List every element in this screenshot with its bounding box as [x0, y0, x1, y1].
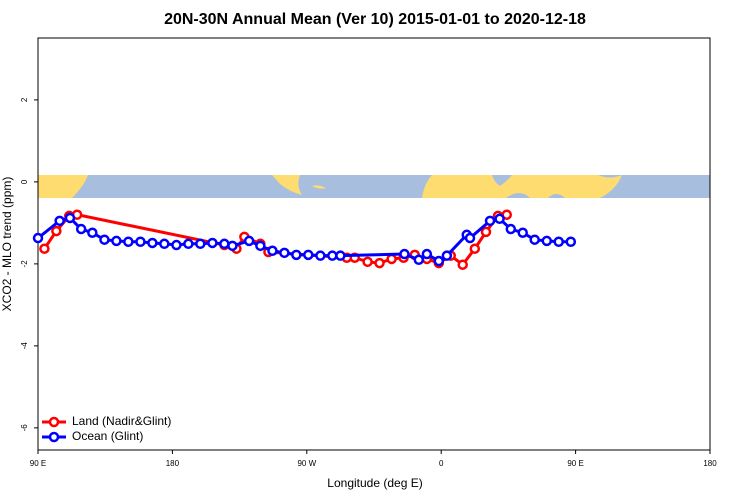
data-point — [75, 223, 87, 235]
data-point — [457, 259, 468, 270]
chart-title: 20N-30N Annual Mean (Ver 10) 2015-01-01 … — [164, 11, 586, 28]
data-point — [64, 212, 76, 224]
x-tick-label: 90 E — [30, 459, 46, 468]
x-axis-label: Longitude (deg E) — [327, 476, 422, 490]
data-point — [135, 236, 146, 247]
data-point — [207, 237, 218, 249]
data-point — [87, 227, 98, 238]
data-point — [183, 238, 194, 250]
legend-label: Ocean (Glint) — [72, 429, 143, 443]
legend-label: Land (Nadir&Glint) — [72, 414, 171, 428]
data-point — [267, 245, 278, 257]
map-strip — [38, 175, 710, 198]
data-point — [469, 243, 481, 254]
data-point — [565, 236, 577, 247]
data-point — [123, 236, 134, 247]
y-tick-label: -4 — [20, 342, 29, 350]
data-point — [327, 250, 338, 261]
data-point — [494, 213, 505, 225]
y-tick-label: 0 — [20, 179, 29, 184]
data-point — [219, 238, 230, 250]
data-point — [386, 253, 397, 265]
data-point — [484, 215, 496, 227]
legend-marker — [48, 431, 60, 443]
data-point — [303, 249, 314, 261]
data-point — [505, 223, 517, 235]
data-point — [517, 227, 528, 238]
x-tick-label: 90 E — [567, 459, 583, 468]
data-point — [51, 225, 62, 237]
data-point — [315, 250, 326, 261]
data-point — [553, 236, 564, 247]
x-tick-label: 180 — [703, 459, 717, 468]
data-point — [541, 235, 553, 247]
data-point — [433, 255, 445, 267]
data-point — [147, 237, 158, 249]
data-point — [99, 234, 110, 245]
data-point — [159, 238, 170, 250]
data-point — [374, 257, 385, 269]
data-point — [335, 250, 346, 261]
data-point — [291, 249, 302, 261]
data-point — [441, 250, 453, 261]
data-point — [54, 215, 65, 227]
data-point — [413, 254, 425, 266]
plot-frame — [37, 37, 711, 451]
data-point — [171, 239, 182, 251]
data-point — [464, 232, 476, 244]
y-axis-label: XCO2 - MLO trend (ppm) — [0, 177, 14, 312]
data-point — [529, 234, 540, 245]
x-tick-label: 0 — [439, 459, 444, 468]
data-point — [399, 248, 410, 260]
data-point — [111, 235, 122, 247]
data-point — [243, 235, 255, 247]
data-point — [421, 248, 433, 260]
y-tick-label: -2 — [20, 260, 29, 268]
data-point — [255, 240, 266, 252]
legend-marker — [48, 416, 60, 428]
data-point — [195, 238, 206, 250]
x-tick-label: 180 — [166, 459, 180, 468]
data-point — [227, 240, 238, 252]
data-point — [279, 247, 290, 259]
data-point — [32, 232, 44, 244]
y-tick-label: 2 — [20, 97, 29, 102]
x-tick-label: 90 W — [297, 459, 316, 468]
data-point — [362, 256, 373, 268]
data-point — [480, 226, 492, 238]
data-point — [39, 243, 50, 254]
y-tick-label: -6 — [20, 424, 29, 432]
